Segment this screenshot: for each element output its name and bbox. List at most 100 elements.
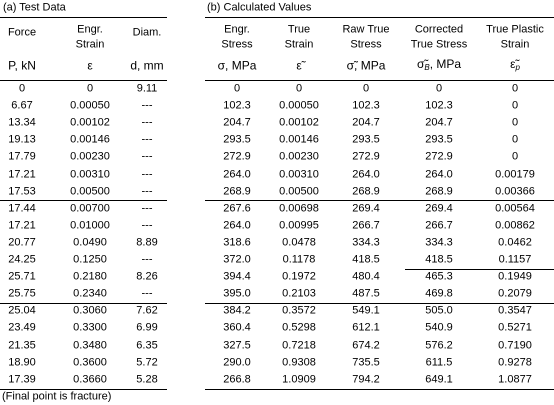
cell: 272.9 — [352, 150, 380, 163]
cell: 268.9 — [223, 185, 251, 198]
rule — [0, 388, 167, 390]
cell: 0.3480 — [73, 339, 107, 351]
cell: 0.00230 — [279, 150, 319, 163]
cell: 0 — [511, 99, 519, 112]
column-unit: d, mm — [130, 58, 164, 73]
cell: 674.2 — [352, 339, 380, 351]
cell: 17.21 — [8, 168, 36, 180]
column-header: Stress — [350, 38, 382, 51]
cell: 0 — [511, 116, 519, 129]
column-unit: σ̃B, MPa — [417, 58, 461, 74]
column-header: Force — [7, 26, 37, 39]
unit-part: B — [424, 63, 430, 72]
cell: 21.35 — [8, 339, 36, 351]
cell: 0.00102 — [70, 116, 110, 129]
cell: 0.3300 — [73, 321, 107, 334]
cell: 0.7218 — [282, 339, 316, 351]
unit-part: d, mm — [130, 58, 164, 73]
cell: 5.72 — [136, 356, 158, 369]
cell: 0.00862 — [495, 219, 535, 232]
column-unit: σ, MPa — [218, 59, 257, 73]
cell: 8.26 — [136, 270, 158, 283]
unit-part: P, kN — [8, 58, 36, 73]
cell: 293.5 — [223, 133, 251, 146]
column-header: True Stress — [410, 38, 468, 51]
cell: 0.0462 — [498, 236, 532, 249]
cell: 13.34 — [8, 116, 36, 129]
cell: 272.9 — [223, 150, 251, 163]
cell: 0.1157 — [498, 253, 532, 266]
cell: 549.1 — [352, 304, 380, 317]
cell: 1.0909 — [282, 373, 316, 386]
rule — [205, 302, 554, 304]
column-header: Strain — [75, 38, 105, 51]
rule — [0, 17, 167, 18]
cell: 19.13 — [8, 133, 36, 146]
cell: 0 — [511, 82, 519, 95]
cell: 0.1972 — [282, 270, 316, 283]
cell: 384.2 — [223, 304, 251, 317]
cell: 24.25 — [8, 253, 36, 266]
cell: 293.5 — [425, 133, 453, 146]
cell: 0 — [18, 82, 26, 95]
cell: 0.0478 — [282, 236, 316, 249]
cell: 9.11 — [136, 82, 158, 95]
cell: 268.9 — [352, 185, 380, 198]
cell: 0.2340 — [73, 287, 107, 300]
cell: 360.4 — [223, 321, 251, 334]
cell: --- — [141, 202, 153, 215]
cell: 0 — [511, 150, 519, 163]
section-label: (a) Test Data — [3, 1, 66, 14]
cell: 487.5 — [352, 287, 380, 300]
rule — [205, 200, 554, 202]
cell: 17.21 — [8, 219, 36, 232]
column-unit: ε̃p — [510, 58, 520, 74]
rule — [0, 80, 167, 81]
unit-part: σ̃ — [416, 57, 425, 71]
cell: 395.0 — [223, 287, 251, 300]
unit-part: ε̃ — [510, 57, 516, 71]
column-unit: ε — [87, 58, 93, 73]
cell: 264.0 — [223, 168, 251, 180]
cell: --- — [141, 168, 153, 180]
unit-part: σ̃, MPa — [346, 58, 386, 73]
column-header: Engr. — [224, 23, 250, 36]
cell: 0.1250 — [73, 253, 107, 266]
cell: --- — [141, 99, 153, 112]
cell: 0 — [362, 82, 370, 95]
cell: 318.6 — [223, 236, 251, 249]
cell: 735.5 — [352, 356, 380, 369]
cell: 1.0877 — [498, 373, 532, 386]
rule — [205, 80, 554, 81]
cell: 272.9 — [425, 150, 453, 163]
cell: 17.39 — [8, 373, 36, 386]
cell: 0.00500 — [279, 185, 319, 198]
cell: 505.0 — [425, 304, 453, 317]
unit-part: ε — [87, 58, 93, 73]
column-header: Engr. — [77, 23, 103, 36]
column-header: Stress — [221, 38, 253, 51]
cell: 0.00366 — [495, 185, 535, 198]
cell: 0.00564 — [495, 202, 535, 215]
rule — [405, 268, 554, 270]
cell: --- — [141, 253, 153, 266]
cell: 394.4 — [223, 270, 251, 283]
cell: 0.2079 — [498, 287, 532, 300]
column-header: Raw True — [342, 23, 390, 36]
cell: 0.9308 — [282, 356, 316, 369]
cell: 0.00700 — [70, 202, 110, 215]
cell: 372.0 — [223, 253, 251, 266]
cell: 102.3 — [223, 99, 251, 112]
cell: 7.62 — [136, 304, 158, 317]
cell: 611.5 — [425, 356, 453, 369]
unit-part: , MPa — [429, 57, 462, 71]
cell: 465.3 — [425, 270, 453, 283]
cell: 268.9 — [425, 185, 453, 198]
cell: 0.00050 — [279, 99, 319, 112]
cell: 6.35 — [136, 339, 158, 351]
cell: 269.4 — [425, 202, 453, 215]
cell: --- — [141, 219, 153, 232]
cell: 0.00698 — [279, 202, 319, 215]
cell: 0.01000 — [70, 219, 110, 232]
cell: 0.00230 — [70, 150, 110, 163]
